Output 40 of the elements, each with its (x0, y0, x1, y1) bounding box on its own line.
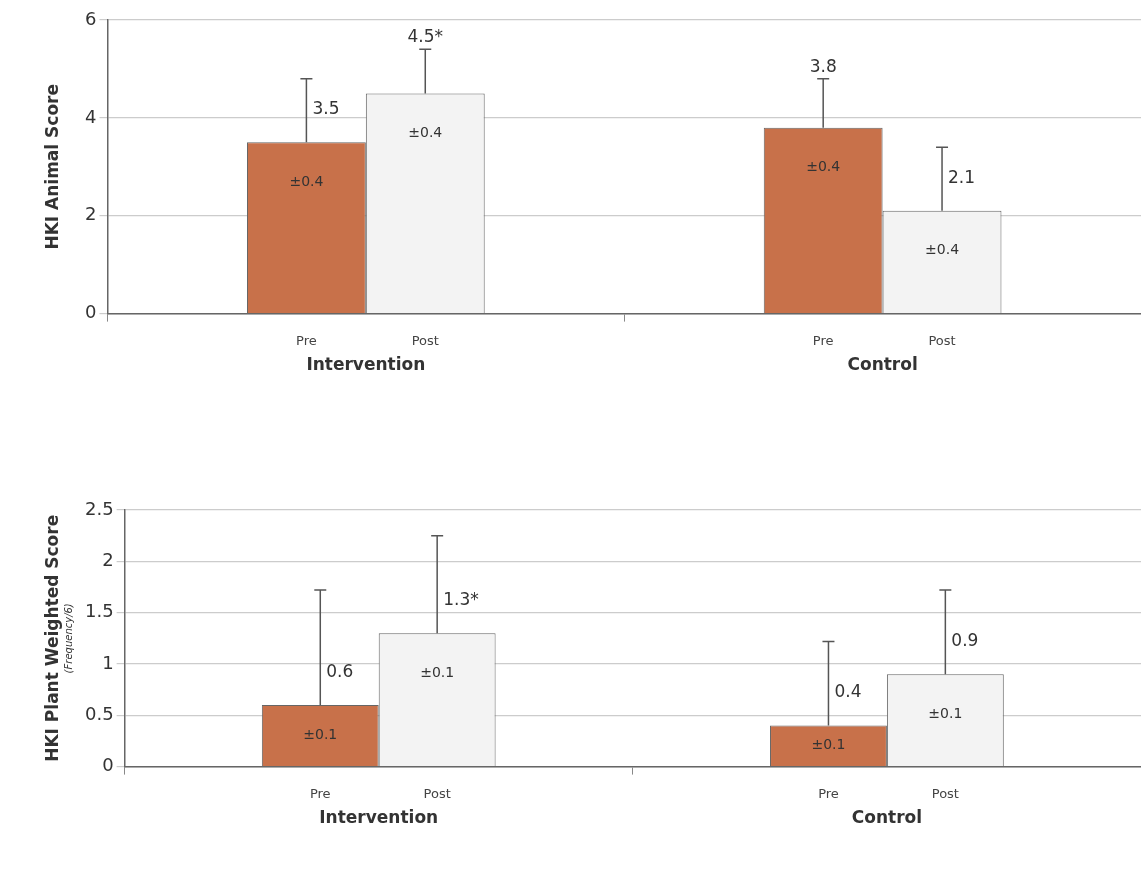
data-label: 0.9 (951, 630, 979, 651)
annotation: ±0.1 (303, 726, 338, 743)
data-label: 4.5* (407, 26, 444, 47)
series-label: Post (411, 333, 439, 349)
y-tick-label: 2 (102, 548, 114, 570)
annotation: ±0.1 (928, 704, 963, 721)
series-label: Pre (309, 786, 331, 802)
annotation: ±0.4 (925, 241, 960, 258)
x-tick-label: Intervention (319, 807, 439, 828)
annotation: ±0.1 (420, 663, 455, 680)
annotation: ±0.4 (408, 124, 443, 141)
y-tick-label: 0.5 (84, 702, 114, 724)
y-tick-label: 6 (85, 7, 97, 29)
data-label: 3.8 (809, 55, 837, 76)
data-label: 2.1 (948, 166, 976, 187)
x-tick-label: Control (851, 807, 923, 828)
y-tick-label: 0 (85, 301, 97, 323)
text: Post (931, 786, 959, 802)
text: Pre (818, 786, 839, 802)
annotation: ±0.4 (806, 158, 841, 175)
y-tick-label: 0 (102, 754, 114, 776)
series-label: Pre (296, 333, 317, 349)
y-tick-label: 1 (102, 651, 114, 673)
y-tick-label: 2 (85, 203, 97, 225)
y-axis-title: HKI Plant Weighted Score (Frequency/6) (42, 514, 74, 762)
annotation: ±0.1 (811, 736, 846, 753)
data-label: 0.6 (326, 660, 354, 681)
y-tick-label: 4 (85, 105, 97, 127)
x-tick-label: Control (847, 354, 918, 375)
text: Pre (812, 333, 834, 349)
annotation: ±0.4 (289, 172, 324, 189)
data-label: 0.4 (834, 681, 862, 702)
data-label: 3.5 (312, 98, 340, 119)
y-axis-title: HKI Animal Score (42, 84, 62, 250)
x-tick-label: Intervention (306, 354, 426, 375)
y-tick-label: 1.5 (84, 600, 114, 622)
series-label: Post (423, 786, 451, 802)
y-tick-label: 2.5 (84, 497, 114, 519)
data-label: 1.3* (443, 589, 479, 610)
text: Post (928, 333, 956, 349)
